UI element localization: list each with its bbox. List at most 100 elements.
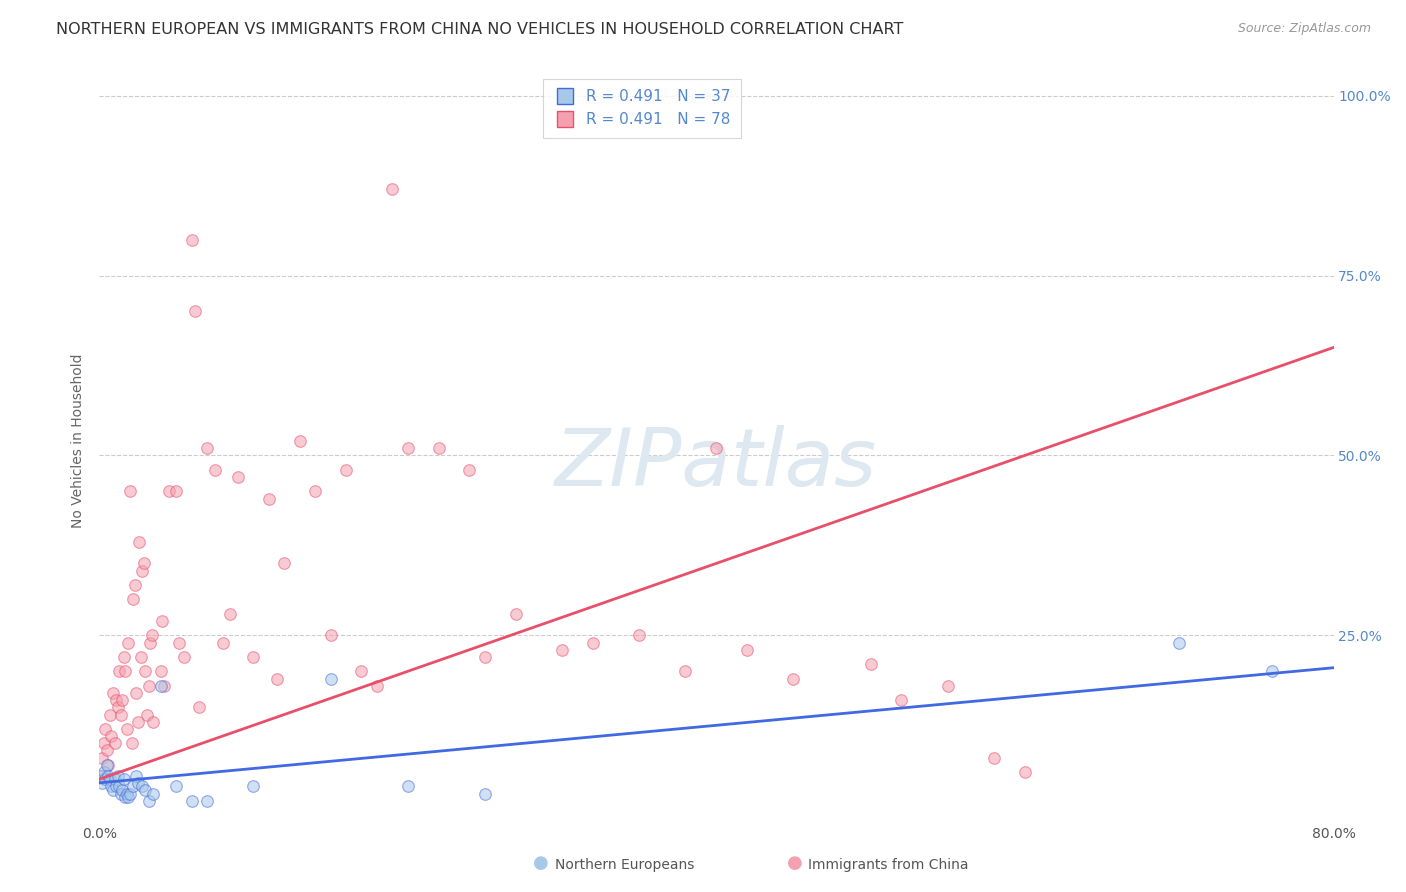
Point <box>474 787 496 801</box>
Point <box>124 578 146 592</box>
Point <box>112 772 135 787</box>
Point <box>131 564 153 578</box>
Point <box>936 679 959 693</box>
Point <box>138 794 160 808</box>
Point <box>551 642 574 657</box>
Point <box>117 635 139 649</box>
Point <box>226 470 249 484</box>
Text: NORTHERN EUROPEAN VS IMMIGRANTS FROM CHINA NO VEHICLES IN HOUSEHOLD CORRELATION : NORTHERN EUROPEAN VS IMMIGRANTS FROM CHI… <box>56 22 904 37</box>
Point <box>98 707 121 722</box>
Text: ●: ● <box>786 855 803 872</box>
Point <box>505 607 527 621</box>
Point <box>142 714 165 729</box>
Point <box>157 484 180 499</box>
Point <box>366 679 388 693</box>
Point <box>94 772 117 787</box>
Text: ZIPatlas: ZIPatlas <box>555 425 877 503</box>
Point <box>704 441 727 455</box>
Point <box>127 714 149 729</box>
Point <box>103 772 125 787</box>
Point <box>111 783 134 797</box>
Point <box>396 441 419 455</box>
Point <box>188 700 211 714</box>
Point <box>91 750 114 764</box>
Point <box>242 780 264 794</box>
Point <box>180 233 202 247</box>
Point <box>117 790 139 805</box>
Point <box>100 729 122 743</box>
Point <box>108 665 131 679</box>
Point <box>127 776 149 790</box>
Point <box>136 707 159 722</box>
Point <box>149 679 172 693</box>
Point <box>582 635 605 649</box>
Point <box>118 484 141 499</box>
Point <box>173 649 195 664</box>
Point <box>335 463 357 477</box>
Point <box>242 649 264 664</box>
Point <box>165 780 187 794</box>
Point <box>96 743 118 757</box>
Point <box>107 700 129 714</box>
Point <box>153 679 176 693</box>
Point <box>105 693 128 707</box>
Point <box>273 557 295 571</box>
Point <box>131 780 153 794</box>
Text: ●: ● <box>533 855 550 872</box>
Point <box>125 769 148 783</box>
Point <box>101 783 124 797</box>
Point <box>93 736 115 750</box>
Point <box>142 787 165 801</box>
Point <box>350 665 373 679</box>
Point <box>180 794 202 808</box>
Point <box>859 657 882 672</box>
Point <box>1261 665 1284 679</box>
Point <box>101 686 124 700</box>
Point <box>195 441 218 455</box>
Point <box>134 665 156 679</box>
Text: Source: ZipAtlas.com: Source: ZipAtlas.com <box>1237 22 1371 36</box>
Point <box>219 607 242 621</box>
Point <box>149 665 172 679</box>
Point <box>304 484 326 499</box>
Point <box>125 686 148 700</box>
Point <box>90 769 112 783</box>
Point <box>114 790 136 805</box>
Point <box>288 434 311 448</box>
Point <box>266 672 288 686</box>
Point <box>111 693 134 707</box>
Point <box>257 491 280 506</box>
Point <box>132 557 155 571</box>
Text: Northern Europeans: Northern Europeans <box>555 858 695 872</box>
Point <box>107 769 129 783</box>
Point <box>204 463 226 477</box>
Y-axis label: No Vehicles in Household: No Vehicles in Household <box>72 354 86 528</box>
Point <box>890 693 912 707</box>
Point <box>97 769 120 783</box>
Point <box>396 780 419 794</box>
Point <box>1014 765 1036 780</box>
Point <box>139 635 162 649</box>
Point <box>129 649 152 664</box>
Point <box>105 780 128 794</box>
Point <box>184 304 207 318</box>
Point <box>91 776 114 790</box>
Point <box>103 736 125 750</box>
Point <box>1168 635 1191 649</box>
Point <box>93 765 115 780</box>
Point <box>96 757 118 772</box>
Point <box>112 649 135 664</box>
Point <box>211 635 233 649</box>
Point <box>122 780 145 794</box>
Point <box>165 484 187 499</box>
Point <box>115 722 138 736</box>
Point <box>381 182 404 196</box>
Point <box>98 772 121 787</box>
Point <box>195 794 218 808</box>
Point <box>169 635 191 649</box>
Point <box>782 672 804 686</box>
Point <box>115 787 138 801</box>
Legend: R = 0.491   N = 37, R = 0.491   N = 78: R = 0.491 N = 37, R = 0.491 N = 78 <box>543 78 741 137</box>
Point <box>983 750 1005 764</box>
Point <box>90 769 112 783</box>
